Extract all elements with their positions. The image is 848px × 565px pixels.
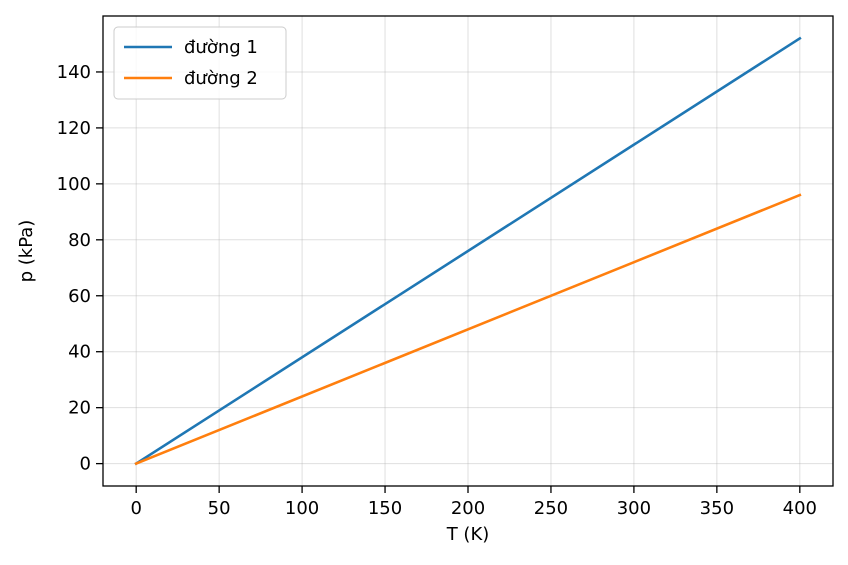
y-tick-label: 60 [68, 286, 91, 307]
x-tick-label: 350 [700, 498, 734, 519]
x-tick-label: 250 [534, 498, 568, 519]
series-line-1 [134, 36, 802, 466]
x-tick-label: 150 [368, 498, 402, 519]
x-tick-label: 0 [130, 498, 141, 519]
y-tick-label: 0 [80, 454, 91, 475]
y-tick-label: 120 [57, 118, 91, 139]
x-tick-label: 200 [451, 498, 485, 519]
x-axis-label: T (K) [446, 524, 490, 545]
x-tick-label: 400 [783, 498, 817, 519]
ticks: 0 50 100 150 200 250 300 350 400 0 20 40 60 80 100 120 1… [57, 62, 817, 519]
x-tick-label: 300 [617, 498, 651, 519]
y-tick-label: 20 [68, 398, 91, 419]
y-tick-label: 40 [68, 342, 91, 363]
legend-box [113, 26, 287, 100]
series-line-2 [134, 193, 802, 466]
legend: đường 1 đường 2 [113, 26, 287, 100]
series-layer [134, 36, 802, 466]
y-tick-label: 80 [68, 230, 91, 251]
y-tick-label: 140 [57, 62, 91, 83]
y-axis-label: p (kPa) [16, 220, 37, 283]
x-tick-label: 50 [208, 498, 231, 519]
y-tick-label: 100 [57, 174, 91, 195]
legend-label-1: đường 1 [184, 37, 258, 58]
x-tick-label: 100 [285, 498, 319, 519]
legend-label-2: đường 2 [184, 68, 258, 89]
